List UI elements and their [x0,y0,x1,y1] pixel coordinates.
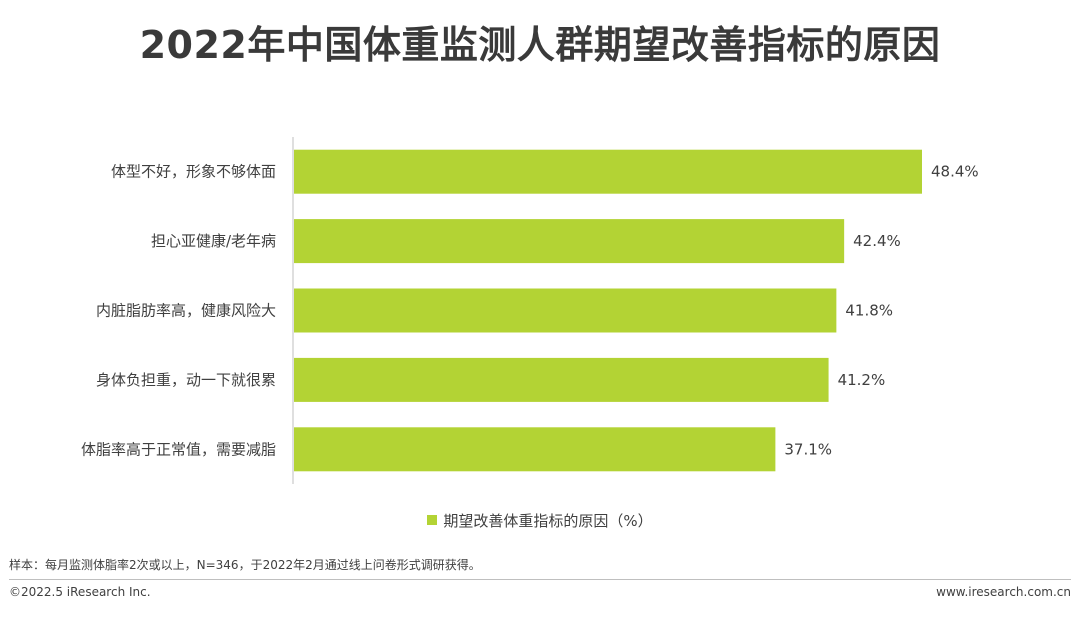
page-title: 2022年中国体重监测人群期望改善指标的原因 [139,23,941,67]
sample-note: 样本：每月监测体脂率2次或以上，N=346，于2022年2月通过线上问卷形式调研… [9,558,481,572]
footer-divider [9,579,1071,580]
copyright: ©2022.5 iResearch Inc. [9,585,151,599]
data-label: 42.4% [853,232,901,250]
bar [294,357,829,402]
category-label: 体脂率高于正常值，需要减脂 [81,440,276,458]
legend-swatch [427,515,438,525]
bar [294,288,837,333]
data-label: 41.2% [838,371,886,389]
category-label: 身体负担重，动一下就很累 [96,371,276,389]
legend-label: 期望改善体重指标的原因（%） [443,512,653,530]
category-label: 担心亚健康/老年病 [151,232,276,250]
data-label: 37.1% [784,440,832,458]
category-label: 内脏脂肪率高，健康风险大 [96,302,276,320]
legend: 期望改善体重指标的原因（%） [0,510,1080,531]
website-link[interactable]: www.iresearch.com.cn [936,585,1071,599]
category-label: 体型不好，形象不够体面 [111,163,276,181]
data-label: 48.4% [931,163,979,181]
bar [294,427,776,472]
bar [294,219,845,264]
bar [294,149,922,194]
data-label: 41.8% [845,302,893,320]
